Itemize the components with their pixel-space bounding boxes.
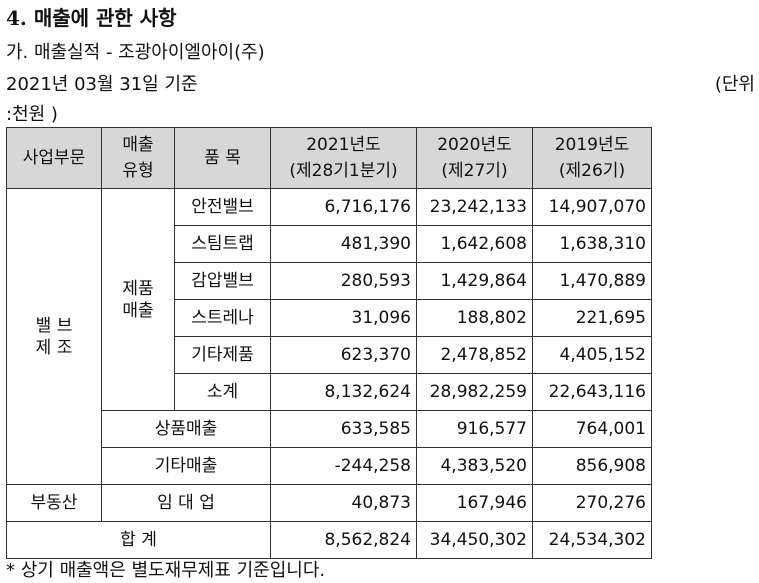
value-2019: 14,907,070 bbox=[532, 188, 652, 226]
value-2021: 40,873 bbox=[270, 484, 417, 522]
value-2019: 856,908 bbox=[532, 447, 652, 485]
section-subtitle: 가. 매출실적 - 조광아이엘아이(주) bbox=[6, 42, 265, 63]
item-cell: 기타제품 bbox=[174, 336, 271, 374]
header-2021: 2021년도 (제28기1분기) bbox=[270, 127, 417, 189]
header-division: 사업부문 bbox=[6, 127, 102, 189]
table-total-row: 합 계 8,562,824 34,450,302 24,534,302 bbox=[6, 521, 652, 559]
sales-table: 사업부문 매출 유형 품 목 2021년도 (제28기1분기) 2020년도 (제27… bbox=[6, 127, 652, 559]
table-row: 스트레나 31,096 188,802 221,695 bbox=[7, 299, 652, 337]
header-item: 품 목 bbox=[174, 127, 271, 189]
unit-label-start: (단위 bbox=[714, 74, 755, 95]
value-2020: 23,242,133 bbox=[416, 188, 533, 226]
item-cell: 안전밸브 bbox=[174, 188, 271, 226]
value-2020: 188,802 bbox=[416, 299, 533, 337]
table-header-row: 사업부문 매출 유형 품 목 2021년도 (제28기1분기) 2020년도 (제27… bbox=[6, 127, 652, 189]
total-2020: 34,450,302 bbox=[416, 521, 533, 559]
value-2020: 167,946 bbox=[416, 484, 533, 522]
merch-sales-label: 상품매출 bbox=[101, 410, 271, 448]
value-2019: 1,470,889 bbox=[532, 262, 652, 300]
total-2019: 24,534,302 bbox=[532, 521, 652, 559]
lease-label: 임 대 업 bbox=[101, 484, 271, 522]
value-2021: 623,370 bbox=[270, 336, 417, 374]
table-row: 소계 8,132,624 28,982,259 22,643,116 bbox=[7, 373, 652, 411]
value-2021: 6,716,176 bbox=[270, 188, 417, 226]
table-row: 기타제품 623,370 2,478,852 4,405,152 bbox=[7, 336, 652, 374]
value-2019: 764,001 bbox=[532, 410, 652, 448]
value-2020: 1,642,608 bbox=[416, 225, 533, 263]
value-2021: -244,258 bbox=[270, 447, 417, 485]
value-2021: 633,585 bbox=[270, 410, 417, 448]
item-cell: 감압밸브 bbox=[174, 262, 271, 300]
value-2020: 28,982,259 bbox=[416, 373, 533, 411]
value-2019: 1,638,310 bbox=[532, 225, 652, 263]
value-2020: 1,429,864 bbox=[416, 262, 533, 300]
unit-label-end: :천원 ) bbox=[6, 104, 58, 125]
other-sales-label: 기타매출 bbox=[101, 447, 271, 485]
table-row: 상품매출 633,585 916,577 764,001 bbox=[7, 410, 652, 448]
header-sales-type: 매출 유형 bbox=[101, 127, 175, 189]
value-2019: 221,695 bbox=[532, 299, 652, 337]
value-2020: 916,577 bbox=[416, 410, 533, 448]
table-row: 감압밸브 280,593 1,429,864 1,470,889 bbox=[7, 262, 652, 300]
value-2019: 4,405,152 bbox=[532, 336, 652, 374]
header-2019: 2019년도 (제26기) bbox=[532, 127, 652, 189]
header-2020: 2020년도 (제27기) bbox=[416, 127, 533, 189]
table-row: 기타매출 -244,258 4,383,520 856,908 bbox=[7, 447, 652, 485]
total-2021: 8,562,824 bbox=[270, 521, 417, 559]
value-2021: 481,390 bbox=[270, 225, 417, 263]
table-row: 스팀트랩 481,390 1,642,608 1,638,310 bbox=[7, 225, 652, 263]
section-heading: 4. 매출에 관한 사항 bbox=[6, 6, 177, 30]
footnote: * 상기 매출액은 별도재무제표 기준입니다. bbox=[6, 560, 326, 581]
value-2021: 8,132,624 bbox=[270, 373, 417, 411]
value-2019: 270,276 bbox=[532, 484, 652, 522]
value-2020: 4,383,520 bbox=[416, 447, 533, 485]
table-row: 부동산 임 대 업 40,873 167,946 270,276 bbox=[6, 484, 652, 522]
item-cell: 스팀트랩 bbox=[174, 225, 271, 263]
value-2020: 2,478,852 bbox=[416, 336, 533, 374]
value-2021: 280,593 bbox=[270, 262, 417, 300]
type-product-cell: 제품 매출 bbox=[101, 188, 175, 411]
date-line: 2021년 03월 31일 기준 bbox=[6, 74, 198, 95]
item-cell: 스트레나 bbox=[174, 299, 271, 337]
value-2021: 31,096 bbox=[270, 299, 417, 337]
item-cell: 소계 bbox=[174, 373, 271, 411]
value-2019: 22,643,116 bbox=[532, 373, 652, 411]
division-realestate-cell: 부동산 bbox=[6, 484, 102, 522]
total-label: 합 계 bbox=[6, 521, 271, 559]
